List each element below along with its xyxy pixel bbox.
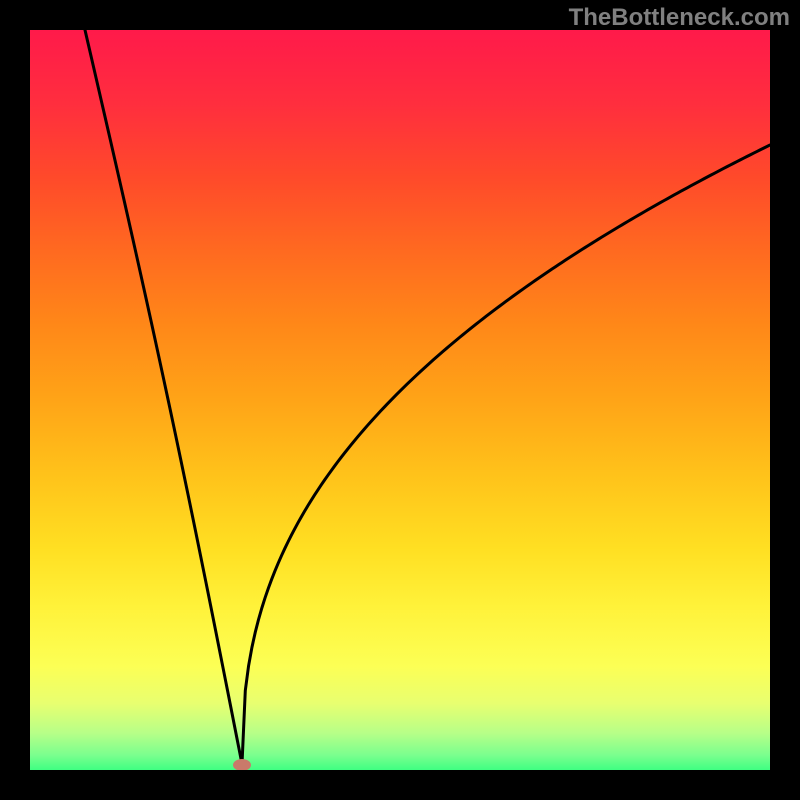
curve-overlay xyxy=(30,30,770,770)
chart-container: TheBottleneck.com xyxy=(0,0,800,800)
bottleneck-curve xyxy=(85,30,770,764)
min-marker xyxy=(233,759,251,770)
watermark-text: TheBottleneck.com xyxy=(569,4,790,32)
